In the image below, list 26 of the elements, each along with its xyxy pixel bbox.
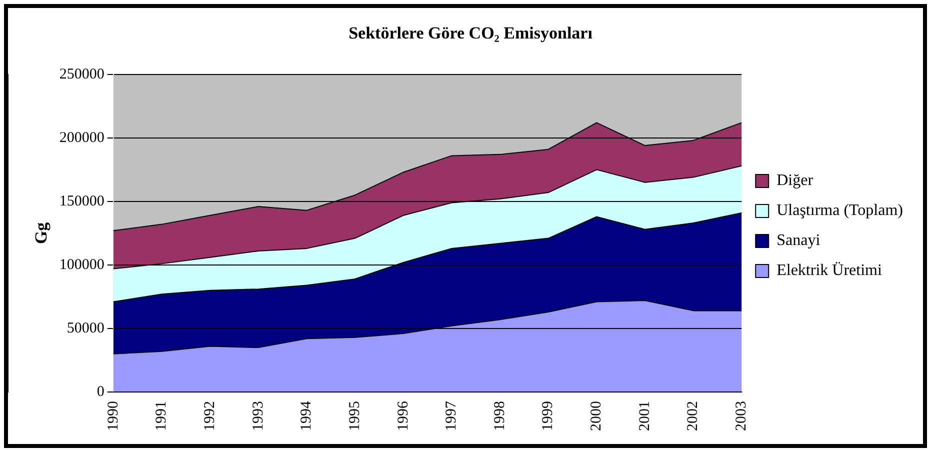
legend-label: Sanayi <box>776 232 821 250</box>
x-tick-label: 1994 <box>298 400 315 431</box>
x-tick-label: 2001 <box>636 401 653 431</box>
x-tick-label: 2000 <box>588 401 605 431</box>
y-tick-label: 50000 <box>66 320 104 336</box>
x-tick-label: 2002 <box>685 401 702 431</box>
legend-label: Elektrik Üretimi <box>776 262 882 280</box>
y-tick-label: 150000 <box>59 193 104 210</box>
y-tick-label: 250000 <box>59 66 104 82</box>
x-tick-label: 1993 <box>250 401 266 431</box>
x-tick-label: 1998 <box>492 401 508 431</box>
y-tick-label: 200000 <box>59 130 104 146</box>
x-tick-label: 1990 <box>105 401 122 431</box>
x-tick-label: 1999 <box>540 401 556 431</box>
x-tick-label: 1996 <box>395 400 412 431</box>
x-tick-label: 1991 <box>154 401 170 431</box>
x-tick-label: 1995 <box>346 401 363 431</box>
legend-label: Diğer <box>776 172 814 190</box>
y-axis-title: Gg <box>32 222 51 244</box>
legend-label: Ulaştırma (Toplam) <box>776 202 904 220</box>
chart-title: Sektörlere Göre CO₂ Emisyonları <box>348 24 593 43</box>
x-tick-label: 2003 <box>734 401 750 431</box>
x-tick-label: 1992 <box>202 401 218 431</box>
y-tick-label: 100000 <box>59 256 104 273</box>
y-tick-label: 0 <box>96 384 104 400</box>
x-tick-label: 1997 <box>444 400 460 431</box>
